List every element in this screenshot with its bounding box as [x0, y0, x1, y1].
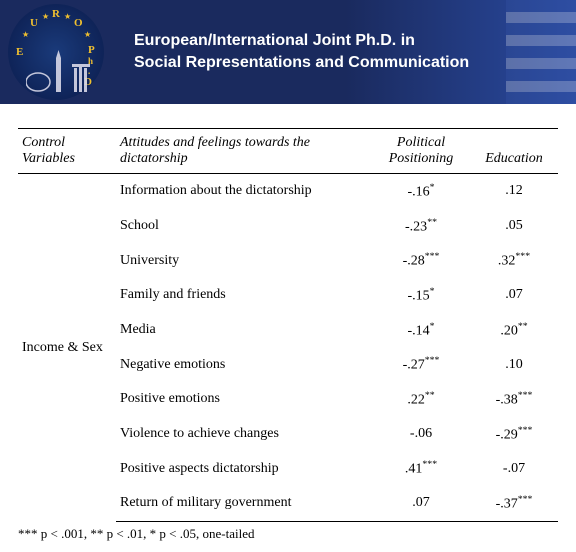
value-political-positioning: -.27***: [372, 347, 470, 382]
control-variables-cell: Income & Sex: [18, 174, 116, 522]
star-icon: ★: [64, 12, 71, 21]
star-icon: ★: [22, 30, 29, 39]
banner-title: European/International Joint Ph.D. in So…: [134, 30, 469, 73]
row-label: Positive aspects dictatorship: [116, 451, 372, 486]
table-row: Income & SexInformation about the dictat…: [18, 174, 558, 209]
col-education: Education: [470, 129, 558, 174]
table-header-row: Control Variables Attitudes and feelings…: [18, 129, 558, 174]
value-political-positioning: .22**: [372, 382, 470, 417]
banner-title-line1: European/International Joint Ph.D. in: [134, 30, 469, 52]
value-education: -.38***: [470, 382, 558, 417]
value-education: .07: [470, 278, 558, 313]
logo-letter: O: [74, 17, 83, 29]
value-political-positioning: -.23**: [372, 209, 470, 244]
value-education: -.07: [470, 451, 558, 486]
value-education: .10: [470, 347, 558, 382]
value-political-positioning: .41***: [372, 451, 470, 486]
stats-table: Control Variables Attitudes and feelings…: [18, 128, 558, 522]
banner: E ★ U ★ R ★ O ★ P h . D European/Interna…: [0, 0, 576, 104]
row-label: Return of military government: [116, 486, 372, 521]
table-body: Income & SexInformation about the dictat…: [18, 174, 558, 522]
col-attitudes: Attitudes and feelings towards the dicta…: [116, 129, 372, 174]
banner-title-line2: Social Representations and Communication: [134, 52, 469, 74]
landmarks-icon: [26, 50, 102, 94]
value-education: .05: [470, 209, 558, 244]
row-label: Media: [116, 313, 372, 348]
logo-letter: R: [52, 8, 60, 20]
footnote: *** p < .001, ** p < .01, * p < .05, one…: [18, 522, 558, 542]
row-label: Negative emotions: [116, 347, 372, 382]
row-label: Violence to achieve changes: [116, 417, 372, 452]
row-label: Information about the dictatorship: [116, 174, 372, 209]
value-education: .20**: [470, 313, 558, 348]
row-label: University: [116, 243, 372, 278]
logo-letter: E: [16, 46, 23, 58]
value-political-positioning: -.16*: [372, 174, 470, 209]
logo-letter: U: [30, 17, 38, 29]
value-political-positioning: -.06: [372, 417, 470, 452]
flag-stripes: [506, 0, 576, 104]
row-label: Positive emotions: [116, 382, 372, 417]
value-education: -.37***: [470, 486, 558, 521]
value-education: .12: [470, 174, 558, 209]
content: Control Variables Attitudes and feelings…: [0, 104, 576, 552]
star-icon: ★: [42, 12, 49, 21]
row-label: School: [116, 209, 372, 244]
row-label: Family and friends: [116, 278, 372, 313]
value-political-positioning: .07: [372, 486, 470, 521]
value-political-positioning: -.14*: [372, 313, 470, 348]
col-political-positioning: Political Positioning: [372, 129, 470, 174]
value-political-positioning: -.28***: [372, 243, 470, 278]
value-political-positioning: -.15*: [372, 278, 470, 313]
col-control: Control Variables: [18, 129, 116, 174]
value-education: -.29***: [470, 417, 558, 452]
star-icon: ★: [84, 30, 91, 39]
value-education: .32***: [470, 243, 558, 278]
logo-circle: E ★ U ★ R ★ O ★ P h . D: [8, 4, 104, 100]
